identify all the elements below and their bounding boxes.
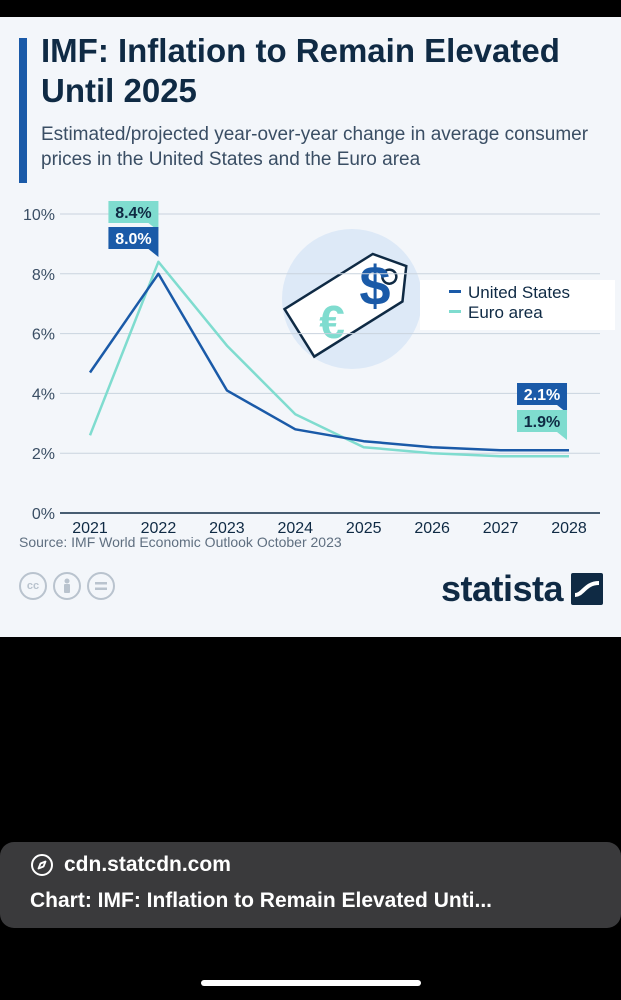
- chart-title: IMF: Inflation to Remain Elevated Until …: [41, 32, 560, 109]
- series-line-united-states: [88, 272, 569, 452]
- legend-swatch-united-states: [449, 290, 461, 293]
- license-icons: cc: [19, 572, 115, 600]
- y-tick-label: 10%: [23, 207, 55, 224]
- home-indicator[interactable]: [201, 980, 421, 986]
- x-tick-label: 2026: [414, 520, 450, 537]
- creative-commons-icon[interactable]: cc: [19, 572, 47, 600]
- x-tick-label: 2025: [346, 520, 382, 537]
- svg-text:$: $: [359, 254, 390, 317]
- brand-name: statista: [440, 568, 564, 609]
- chart-subtitle: Estimated/projected year-over-year chang…: [41, 124, 589, 170]
- browser-link-preview[interactable]: [0, 842, 621, 928]
- x-tick-label: 2027: [483, 520, 519, 537]
- legend-label-euro-area: Euro area: [468, 303, 543, 322]
- compass-icon: [31, 854, 53, 876]
- x-tick-label: 2021: [72, 520, 108, 537]
- title-accent-bar: [19, 38, 27, 183]
- source-note: Source: IMF World Economic Outlook Octob…: [19, 534, 342, 550]
- url-row[interactable]: cdn.statcdn.com: [30, 853, 231, 877]
- legend-swatch-euro-area: [449, 310, 461, 313]
- data-label: 8.0%: [115, 231, 151, 248]
- price-tag-icon: € $: [282, 229, 422, 369]
- data-label: 2.1%: [524, 387, 560, 404]
- chart-legend: United States Euro area: [420, 280, 615, 330]
- line-chart: € $ United States Euro area 0% 2% 4% 6% 8% 10…: [23, 201, 615, 537]
- data-label: 1.9%: [524, 414, 560, 431]
- x-tick-label: 2024: [277, 520, 313, 537]
- legend-label-united-states: United States: [468, 283, 570, 302]
- statista-brand[interactable]: statista: [441, 568, 603, 610]
- y-tick-label: 8%: [32, 267, 55, 284]
- y-tick-label: 4%: [32, 386, 55, 403]
- no-derivatives-icon[interactable]: [87, 572, 115, 600]
- attribution-icon[interactable]: [53, 572, 81, 600]
- url-text: cdn.statcdn.com: [64, 853, 231, 876]
- x-tick-label: 2023: [209, 520, 245, 537]
- y-tick-label: 2%: [32, 446, 55, 463]
- y-tick-label: 6%: [32, 327, 55, 344]
- data-label-box: [108, 227, 159, 257]
- y-tick-label: 0%: [32, 506, 55, 523]
- data-label-box: [517, 410, 568, 440]
- x-tick-label: 2022: [141, 520, 177, 537]
- data-label: 8.4%: [115, 205, 151, 222]
- link-page-title[interactable]: Chart: IMF: Inflation to Remain Elevated…: [30, 889, 493, 912]
- x-tick-label: 2028: [551, 520, 587, 537]
- svg-text:€: €: [319, 296, 345, 348]
- data-label-box: [108, 201, 159, 231]
- statista-logo-icon: [571, 573, 603, 605]
- series-line-euro-area: [88, 260, 569, 458]
- data-label-box: [517, 383, 568, 413]
